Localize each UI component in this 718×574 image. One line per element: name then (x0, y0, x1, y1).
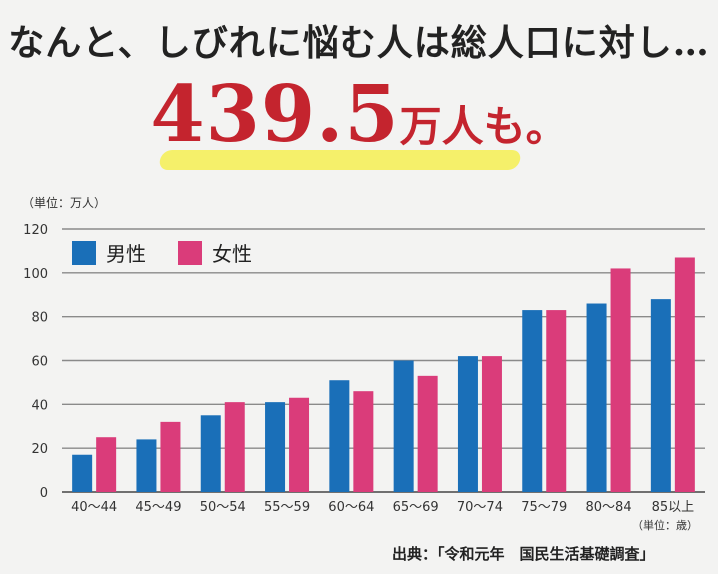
bar-male (522, 310, 543, 492)
legend-label-male: 男性 (106, 242, 146, 266)
bar-female (289, 397, 310, 492)
bar-female (610, 268, 631, 492)
x-tick-label: 85以上 (652, 500, 695, 515)
big-number: 439.5 (150, 69, 400, 160)
bar-female (417, 375, 438, 492)
x-unit-label: （単位：歳） (632, 519, 698, 532)
y-unit-label: （単位：万人） (22, 196, 107, 210)
x-tick-label: 70〜74 (457, 500, 503, 515)
legend: 男性 女性 (72, 238, 274, 267)
bar-female (96, 437, 117, 492)
bar-male (393, 360, 414, 492)
bar-female (674, 257, 695, 492)
bar-male (136, 439, 157, 492)
x-tick-label: 75〜79 (521, 500, 567, 515)
x-tick-label: 55〜59 (264, 500, 310, 515)
bar-female (546, 310, 567, 492)
x-tick-label: 60〜64 (328, 500, 374, 515)
x-tick-label: 80〜84 (586, 500, 632, 515)
legend-swatch-male (72, 240, 96, 265)
bar-female (160, 421, 181, 492)
bar-female (224, 402, 245, 492)
y-tick-label: 60 (31, 355, 48, 370)
y-tick-label: 80 (31, 311, 48, 326)
y-tick-label: 40 (31, 398, 48, 413)
big-number-unit: 万人も。 (399, 102, 568, 151)
x-tick-label: 40〜44 (71, 500, 117, 515)
big-number-block: 439.5万人も。 (0, 76, 718, 154)
bar-male (200, 415, 221, 492)
y-tick-label: 0 (40, 486, 48, 501)
bar-male (586, 303, 607, 492)
legend-item-male: 男性 (72, 238, 146, 267)
y-tick-label: 20 (31, 442, 48, 457)
legend-label-female: 女性 (212, 242, 252, 266)
legend-swatch-female (178, 240, 202, 265)
bar-male (457, 356, 478, 492)
x-tick-label: 50〜54 (200, 500, 246, 515)
bar-male (329, 380, 350, 492)
y-tick-label: 100 (23, 267, 48, 282)
x-tick-label: 65〜69 (393, 500, 439, 515)
x-tick-label: 45〜49 (135, 500, 181, 515)
bar-female (481, 356, 502, 492)
headline: なんと、しびれに悩む人は総人口に対し… (8, 22, 710, 64)
bar-male (72, 454, 93, 492)
legend-item-female: 女性 (178, 238, 252, 267)
bar-male (265, 402, 286, 492)
source-note: 出典：「令和元年 国民生活基礎調査」 (392, 545, 655, 563)
y-tick-label: 120 (23, 223, 48, 238)
bar-male (650, 299, 671, 492)
bar-female (353, 391, 374, 492)
